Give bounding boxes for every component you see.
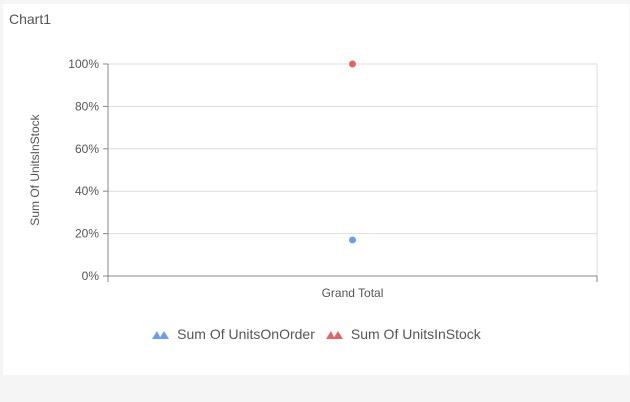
- y-axis-title: Sum Of UnitsInStock: [28, 113, 42, 225]
- y-tick-label: 0%: [82, 269, 100, 283]
- y-tick-label: 60%: [75, 142, 99, 156]
- legend-marker-series-1: [152, 331, 170, 339]
- y-tick-label: 100%: [68, 57, 99, 71]
- y-tick-label: 40%: [75, 184, 99, 198]
- legend-label-series-1: Sum Of UnitsOnOrder: [177, 326, 315, 342]
- data-point-series-1: [349, 236, 356, 244]
- legend-item-series-1[interactable]: Sum Of UnitsOnOrder: [151, 326, 315, 342]
- y-tick-label: 20%: [75, 227, 99, 241]
- axis-layer: 0% 20% 40% 60% 80% 100% Grand Total Sum Of Unit…: [28, 57, 598, 300]
- legend-marker-series-2: [325, 331, 343, 339]
- chart-plot: 0% 20% 40% 60% 80% 100% Grand Total Sum Of Unit…: [28, 57, 598, 300]
- x-tick-label: Grand Total: [322, 286, 384, 300]
- y-tick-label: 80%: [75, 99, 99, 113]
- marks-layer: [349, 60, 356, 244]
- chart-legend: Sum Of UnitsOnOrder Sum Of UnitsInStock: [3, 326, 629, 342]
- data-point-series-2: [349, 60, 356, 68]
- chart-panel: Chart1 0% 20% 40% 60% 80% 100% Grand Total Sum …: [3, 4, 629, 375]
- grid-layer: [108, 63, 598, 276]
- legend-label-series-2: Sum Of UnitsInStock: [350, 326, 481, 342]
- chart-title: Chart1: [9, 11, 52, 27]
- legend-item-series-2[interactable]: Sum Of UnitsInStock: [325, 326, 481, 342]
